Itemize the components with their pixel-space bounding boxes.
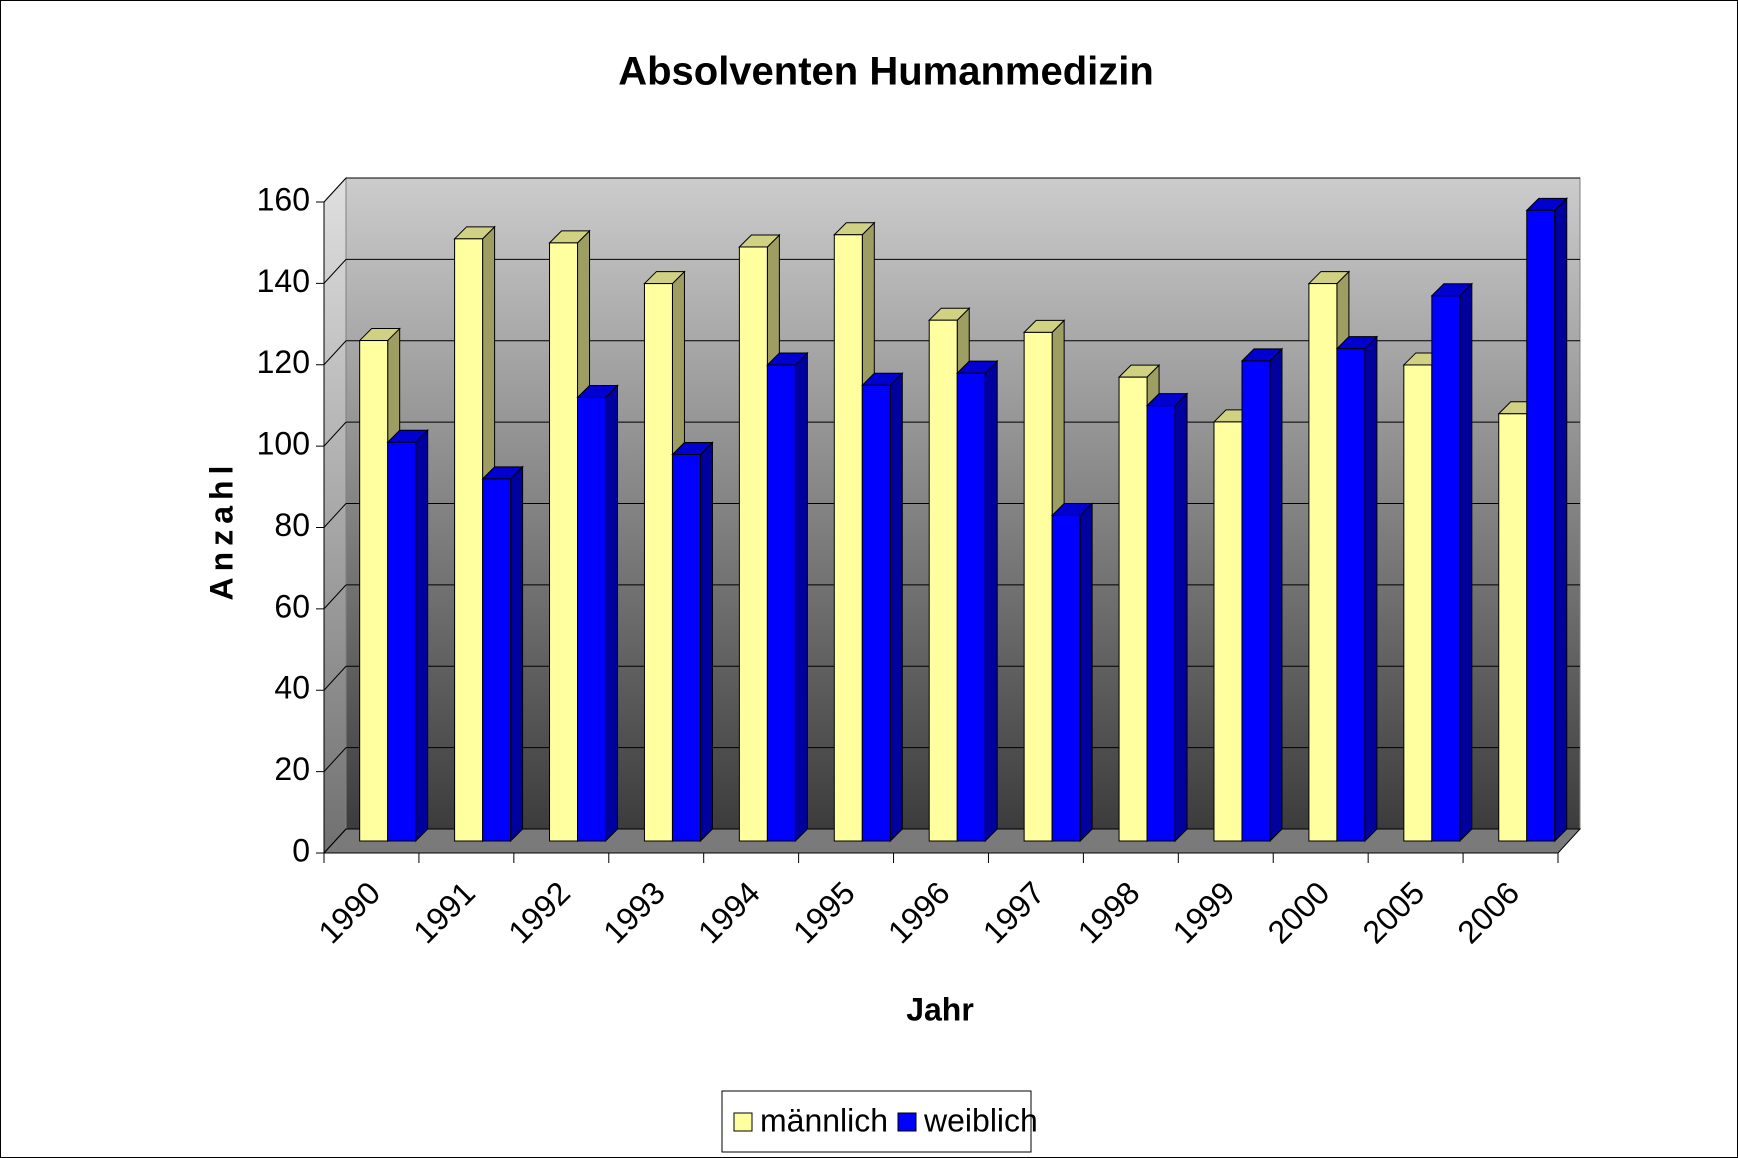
bar-front — [833, 234, 863, 842]
bar-front — [549, 242, 579, 842]
bar-side — [794, 351, 808, 843]
bar-front — [1241, 360, 1271, 842]
bar-front — [671, 453, 701, 842]
bar-front — [1213, 421, 1243, 842]
bar — [386, 429, 429, 843]
bar — [1145, 392, 1189, 843]
grid-line — [323, 584, 347, 610]
bar — [861, 372, 904, 843]
y-tick-label: 40 — [274, 670, 310, 706]
bar — [1050, 502, 1094, 843]
bar — [481, 465, 524, 843]
bar — [1525, 197, 1568, 843]
bar-front — [738, 246, 768, 842]
bar-side — [1269, 347, 1283, 843]
bar-front — [1023, 331, 1053, 842]
bar-side — [1079, 502, 1093, 843]
y-tick-label: 100 — [257, 426, 310, 462]
bar-front — [1051, 515, 1081, 842]
grid-line — [323, 828, 347, 854]
bar-front — [1526, 209, 1556, 842]
bar-front — [1146, 405, 1176, 842]
bar-front — [482, 478, 512, 842]
grid-line — [323, 177, 347, 203]
legend — [721, 1090, 1032, 1153]
bar — [956, 359, 999, 843]
chart-title: Absolventen Humanmedizin — [618, 50, 1154, 94]
legend-label: männlich — [760, 1102, 888, 1138]
y-tick-label: 0 — [292, 832, 310, 868]
bar-front — [861, 384, 891, 842]
legend-swatch — [733, 1112, 753, 1132]
bar — [766, 351, 809, 843]
y-tick-label: 160 — [257, 181, 310, 217]
y-tick-label: 120 — [257, 344, 310, 380]
bar — [1240, 347, 1284, 843]
bar-side — [889, 372, 903, 843]
grid-line — [323, 340, 347, 366]
bar-front — [1498, 413, 1528, 842]
bar — [671, 441, 714, 843]
bar-front — [928, 319, 958, 842]
bar-side — [415, 429, 429, 843]
grid-line — [323, 747, 347, 772]
bar-front — [1431, 295, 1461, 842]
y-tick-label: 140 — [257, 263, 310, 299]
grid-line — [323, 421, 347, 447]
bar-side — [605, 384, 619, 843]
bar — [576, 384, 619, 843]
legend-swatch — [897, 1112, 917, 1132]
y-tick-label: 20 — [274, 751, 310, 787]
grid-line — [323, 503, 347, 528]
grid-line — [323, 259, 347, 284]
bar-front — [454, 238, 484, 842]
bar-front — [956, 372, 986, 842]
bar-front — [1118, 376, 1148, 842]
bar-side — [1459, 282, 1473, 843]
bar-front — [577, 397, 607, 842]
bar-side — [1364, 335, 1378, 843]
bar-front — [1336, 348, 1366, 842]
bar-front — [387, 441, 417, 842]
bar-side — [1554, 197, 1568, 843]
bar-front — [766, 364, 796, 842]
y-tick-label: 80 — [274, 507, 310, 543]
bar — [1430, 282, 1474, 843]
grid-line — [323, 665, 347, 691]
x-axis-label: Jahr — [906, 991, 974, 1027]
legend-label: weiblich — [923, 1102, 1038, 1138]
bar-side — [510, 465, 524, 843]
bar-front — [1403, 364, 1433, 842]
bar-front — [359, 340, 389, 842]
bar-front — [643, 283, 673, 842]
y-axis-label: Anzahl — [203, 460, 239, 601]
bar-side — [984, 359, 998, 843]
bar-side — [1174, 392, 1188, 843]
bar — [1335, 335, 1379, 843]
y-tick-label: 60 — [274, 588, 310, 624]
bar-front — [1308, 283, 1338, 842]
bar-side — [699, 441, 713, 843]
